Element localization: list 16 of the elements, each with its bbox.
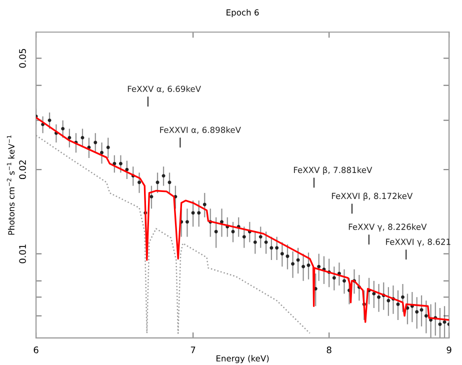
annotation: FeXXVI β, 8.172keV xyxy=(332,192,413,201)
chart-title: Epoch 6 xyxy=(226,9,259,18)
annotation: FeXXVI α, 6.898keV xyxy=(160,126,241,134)
x-axis-title: Energy (keV) xyxy=(216,355,269,364)
y-tick-label: 0.01 xyxy=(19,244,26,264)
annotation: FeXXVI γ, 8.621 xyxy=(386,238,450,247)
x-tick-label: 7 xyxy=(190,346,196,354)
x-tick-label: 6 xyxy=(34,346,38,354)
y-tick-label: 0.05 xyxy=(19,48,26,68)
x-tick-label: 8 xyxy=(326,346,332,354)
y-tick-label: 0.02 xyxy=(19,160,26,180)
annotation: FeXXV α, 6.69keV xyxy=(128,86,201,93)
x-tick-label: 9 xyxy=(446,346,452,354)
y-axis-title: Photons cm$^{−2}$ s$^{−1}$ keV$^{−1}$ xyxy=(6,135,15,235)
annotation: FeXXV β, 7.881keV xyxy=(294,166,372,175)
annotation: FeXXV γ, 8.226keV xyxy=(348,224,427,232)
